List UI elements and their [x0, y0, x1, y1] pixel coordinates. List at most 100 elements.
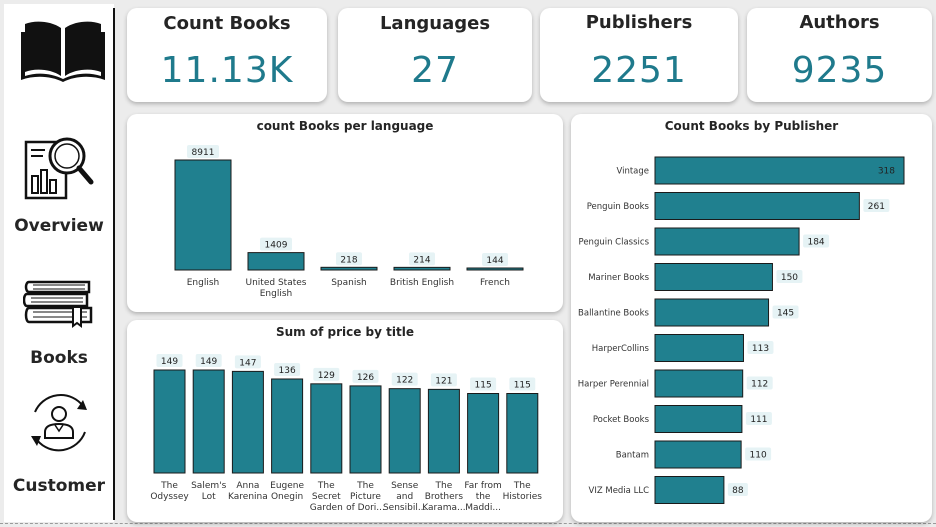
bar-value-label-bg — [430, 373, 457, 387]
category-label: Eugene Onegin — [270, 481, 304, 502]
sidebar-item-overview[interactable]: Overview — [4, 134, 114, 244]
bar[interactable] — [654, 192, 860, 220]
open-book-icon — [21, 21, 105, 82]
category-label: Ballantine Books — [578, 309, 650, 319]
category-label: VIZ Media LLC — [589, 486, 650, 496]
bar[interactable] — [467, 393, 500, 474]
kpi-value: 27 — [411, 50, 459, 91]
kpi-title: Count Books — [163, 13, 291, 34]
bar[interactable] — [654, 298, 770, 327]
bar-value-label-bg — [509, 377, 536, 391]
bar-value-label-bg — [803, 234, 830, 248]
bar-value-label-bg — [482, 253, 508, 266]
sidebar-item-label: Overview — [14, 216, 104, 236]
bar[interactable] — [174, 159, 232, 271]
bar[interactable] — [654, 156, 905, 185]
bar[interactable] — [153, 369, 186, 474]
bar-value-label: 113 — [752, 344, 769, 354]
bar-value-label: 149 — [200, 357, 217, 367]
bar[interactable] — [427, 388, 460, 474]
sidebar-item-books[interactable]: Books — [4, 278, 114, 373]
bar-value-label: 1409 — [265, 241, 288, 251]
kpi-card-publishers: Publishers 2251 — [540, 8, 738, 102]
bar[interactable] — [654, 227, 800, 256]
bar[interactable] — [192, 369, 225, 474]
chart-title: count Books per language — [256, 119, 434, 133]
bar-value-label-bg — [274, 362, 301, 376]
bar-value-label-bg — [863, 199, 890, 212]
kpi-card-count-books: Count Books 11.13K — [127, 8, 327, 102]
category-label: Vintage — [616, 167, 649, 177]
category-label: Mariner Books — [588, 273, 649, 283]
chart-price-by-title: Sum of price by title 149 The Odyssey 149 Sa… — [127, 320, 563, 522]
bar-value-label-bg — [747, 341, 774, 354]
bar[interactable] — [231, 370, 264, 474]
bar-value-label: 115 — [514, 381, 531, 391]
chart-title: Sum of price by title — [276, 325, 414, 339]
bar[interactable] — [349, 385, 382, 474]
bar[interactable] — [654, 369, 744, 398]
bar-value-label: 145 — [777, 309, 794, 319]
bar-value-label-bg — [260, 237, 292, 251]
bar[interactable] — [654, 405, 743, 433]
kpi-title: Publishers — [585, 12, 693, 33]
bar[interactable] — [654, 334, 744, 362]
bar-value-label: 88 — [732, 486, 744, 496]
bar[interactable] — [310, 383, 343, 474]
sidebar-item-label: Customer — [12, 476, 106, 496]
kpi-title: Languages — [379, 13, 491, 34]
bar-value-label: 129 — [318, 371, 335, 381]
bar-value-label: 261 — [868, 202, 885, 212]
bar[interactable] — [247, 252, 305, 271]
bar-value-label-bg — [391, 372, 418, 386]
bar-value-label: 110 — [750, 451, 767, 461]
bar-value-label: 121 — [435, 376, 452, 386]
chart-title: Count Books by Publisher — [664, 119, 839, 133]
bottom-dashed-border — [0, 523, 936, 524]
category-label: French — [480, 278, 510, 288]
bar[interactable] — [466, 267, 524, 271]
bar-value-label: 214 — [413, 255, 430, 265]
category-label: The Brothers Karama... — [422, 481, 465, 513]
bar[interactable] — [654, 263, 773, 291]
category-label: Sense and Sensibil... — [383, 481, 426, 513]
bar[interactable] — [271, 378, 304, 474]
bar[interactable] — [320, 266, 378, 271]
category-label: Anna Karenina — [228, 481, 268, 502]
chart-books-by-publisher: Count Books by Publisher Vintage 318 Pengu… — [571, 114, 932, 522]
publisher-bar-chart: Vintage 318 Penguin Books 261 Penguin Classi… — [578, 156, 905, 504]
bar-value-label-bg — [470, 377, 497, 391]
category-label: Penguin Classics — [579, 238, 650, 248]
category-label: Penguin Books — [587, 202, 650, 212]
category-label: The Histories — [503, 481, 543, 502]
bar-value-label: 8911 — [192, 148, 215, 158]
bar-value-label-bg — [776, 270, 803, 283]
sidebar-item-label: Books — [30, 348, 88, 368]
kpi-card-authors: Authors 9235 — [747, 8, 932, 102]
search-report-icon — [24, 137, 94, 200]
category-label: Salem's Lot — [191, 481, 227, 502]
bar[interactable] — [654, 476, 725, 504]
language-bar-chart: 8911 English 1409 United States English 218 Sp… — [174, 145, 524, 299]
bar-value-label: 122 — [396, 376, 413, 386]
category-label: Harper Perennial — [578, 380, 649, 390]
bar-value-label-bg — [352, 369, 379, 383]
sidebar-item-customer[interactable]: Customer — [4, 390, 114, 500]
sidebar — [4, 4, 114, 522]
chart-books-per-language: count Books per language 8911 English 1409… — [127, 114, 563, 312]
bar[interactable] — [393, 266, 451, 271]
category-label: British English — [390, 278, 454, 288]
category-label: English — [187, 278, 220, 288]
bar-value-label: 150 — [781, 273, 798, 283]
bar-value-label: 136 — [279, 366, 296, 376]
customer-cycle-icon — [31, 394, 87, 452]
category-label: Pocket Books — [593, 415, 650, 425]
bar-value-label-bg — [727, 483, 748, 496]
bar[interactable] — [388, 388, 421, 474]
bar[interactable] — [506, 393, 539, 474]
books-stack-icon — [23, 280, 93, 328]
bar[interactable] — [654, 440, 742, 469]
bar-value-label-bg — [187, 145, 219, 158]
kpi-value: 2251 — [591, 50, 687, 91]
kpi-title: Authors — [799, 12, 880, 33]
